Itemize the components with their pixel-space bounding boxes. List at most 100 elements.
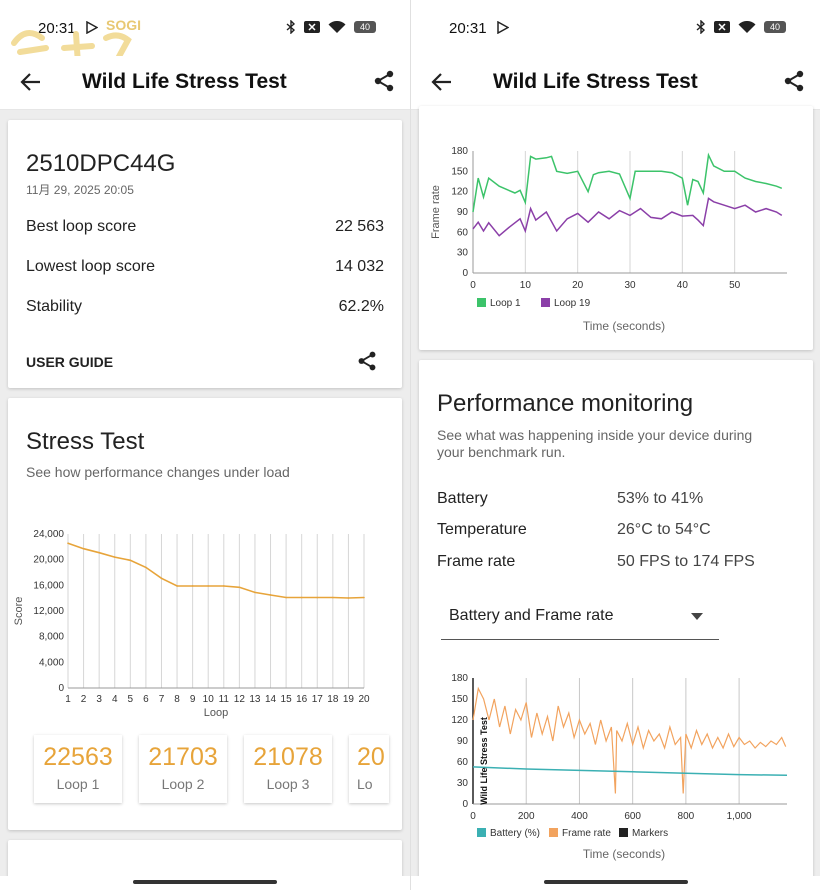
share-result-icon[interactable] [356,350,378,372]
best-loop-value: 22 563 [335,218,384,235]
battery-row: Battery 53% to 41% [437,490,797,508]
legend-label: Loop 1 [490,298,521,309]
app-bar: Wild Life Stress Test [0,56,410,110]
loop-score-chart: 1 2 3 4 5 6 7 8 9 10 11 12 13 14 15 16 17 18 19 2004,0008,0… [13,529,370,719]
frame-rate-value: 50 FPS to 174 FPS [617,553,755,570]
stability-value: 62.2% [338,298,384,315]
x-tick-label: 17 [312,694,324,705]
right-screen: 20:31 40 Wild Life Stress Test 0 10 20 30 40… [410,0,820,890]
y-tick-label: 12,000 [33,606,64,617]
y-tick-label: 90 [457,736,469,747]
home-indicator[interactable] [543,880,688,884]
x-tick-label: 19 [343,694,355,705]
loop-score: 21078 [253,743,323,771]
play-store-icon [497,21,509,34]
frame-rate-chart: 0 10 20 30 40 50 0 30 60 90 120 150 180 Frame rate Loo… [430,146,787,333]
score-point [222,585,225,587]
battery-line [472,766,788,777]
x-tick-label: 5 [128,694,134,705]
chevron-down-icon [691,613,703,620]
x-tick-label: 200 [518,811,535,822]
frame-rate-label: Frame rate [437,553,516,570]
x-tick-label: 18 [327,694,339,705]
x-tick-label: 4 [112,694,118,705]
y-tick-label: 90 [457,207,469,218]
score-point [98,551,100,554]
legend-swatch [477,828,486,837]
loop-card[interactable]: 22563 Loop 1 [34,735,122,803]
back-arrow-icon[interactable] [20,71,42,93]
stress-test-title: Stress Test [26,428,145,455]
x-axis-title: Time (seconds) [583,847,665,861]
x-tick-label: 10 [520,280,532,291]
wifi-icon [328,20,346,33]
y-tick-label: 30 [457,778,469,789]
stability-row: Stability 62.2% [26,298,384,316]
x-tick-label: 20 [572,280,584,291]
x-tick-label: 40 [677,280,689,291]
play-store-icon [86,21,98,34]
score-point [254,591,256,594]
y-tick-label: 16,000 [33,580,64,591]
y-tick-label: 60 [457,227,469,238]
loop-card[interactable]: 21078 Loop 3 [244,735,332,803]
nav-bar [411,876,820,890]
x-axis-title: Loop [204,707,228,719]
legend-label: Loop 19 [554,298,591,309]
performance-card: Performance monitoring See what was happ… [419,360,813,890]
status-icons: 40 [696,20,786,34]
battery-icon: 40 [354,21,376,33]
stress-test-card: Stress Test See how performance changes … [8,398,402,830]
loop-card[interactable]: 20 Lo [349,735,389,803]
loop-score: 22563 [43,743,113,771]
x-tick-label: 400 [571,811,588,822]
x-tick-label: 15 [281,694,293,705]
loop-label: Loop 2 [161,776,205,792]
x-tick-label: 14 [265,694,277,705]
user-guide-link[interactable]: USER GUIDE [26,354,114,370]
y-tick-label: 0 [462,799,468,810]
y-tick-label: 8,000 [39,632,64,643]
y-tick-label: 20,000 [33,555,64,566]
x-axis-title: Time (seconds) [583,319,665,333]
y-tick-label: 0 [462,268,468,279]
wifi-icon [738,20,756,33]
x-tick-label: 2 [81,694,87,705]
home-indicator[interactable] [133,880,277,884]
score-point [363,596,365,599]
loop-card[interactable]: 21703 Loop 2 [139,735,227,803]
score-point [160,577,163,580]
score-point [207,585,210,587]
loop-score: 21703 [148,743,218,771]
result-date: 11月 29, 2025 20:05 [26,183,134,197]
loop-label: Lo [357,776,373,792]
performance-subtitle-2: your benchmark run. [437,444,566,460]
share-icon[interactable] [782,69,806,93]
legend-label: Battery (%) [490,828,540,839]
x-tick-label: 50 [729,280,741,291]
frame-rate-line [472,686,787,794]
status-time: 20:31 [38,20,76,37]
x-tick-label: 13 [249,694,261,705]
sim-off-icon [304,21,320,33]
device-name: 2510DPC44G [26,150,176,177]
series-line-1 [472,152,783,213]
back-arrow-icon[interactable] [431,71,453,93]
share-icon[interactable] [372,69,396,93]
loop-score: 20 [357,743,385,771]
legend-swatch [477,298,486,307]
x-tick-label: 1 [65,694,71,705]
status-bar: 20:31 40 [411,0,820,56]
page-title: Wild Life Stress Test [493,70,698,93]
score-point [67,542,69,545]
temperature-value: 26°C to 54°C [617,521,711,538]
series-line-2 [472,197,783,237]
y-tick-label: 4,000 [39,657,64,668]
score-point [316,596,319,599]
score-point [238,586,241,589]
performance-subtitle-1: See what was happening inside your devic… [437,427,753,443]
battery-frame-rate-chart: 0 200 400 600 800 1,000 0 30 60 90 120 150 180 Wild L… [451,673,788,861]
score-point [129,559,132,562]
best-loop-label: Best loop score [26,218,137,235]
chart-type-dropdown[interactable]: Battery and Frame rate [441,594,719,640]
